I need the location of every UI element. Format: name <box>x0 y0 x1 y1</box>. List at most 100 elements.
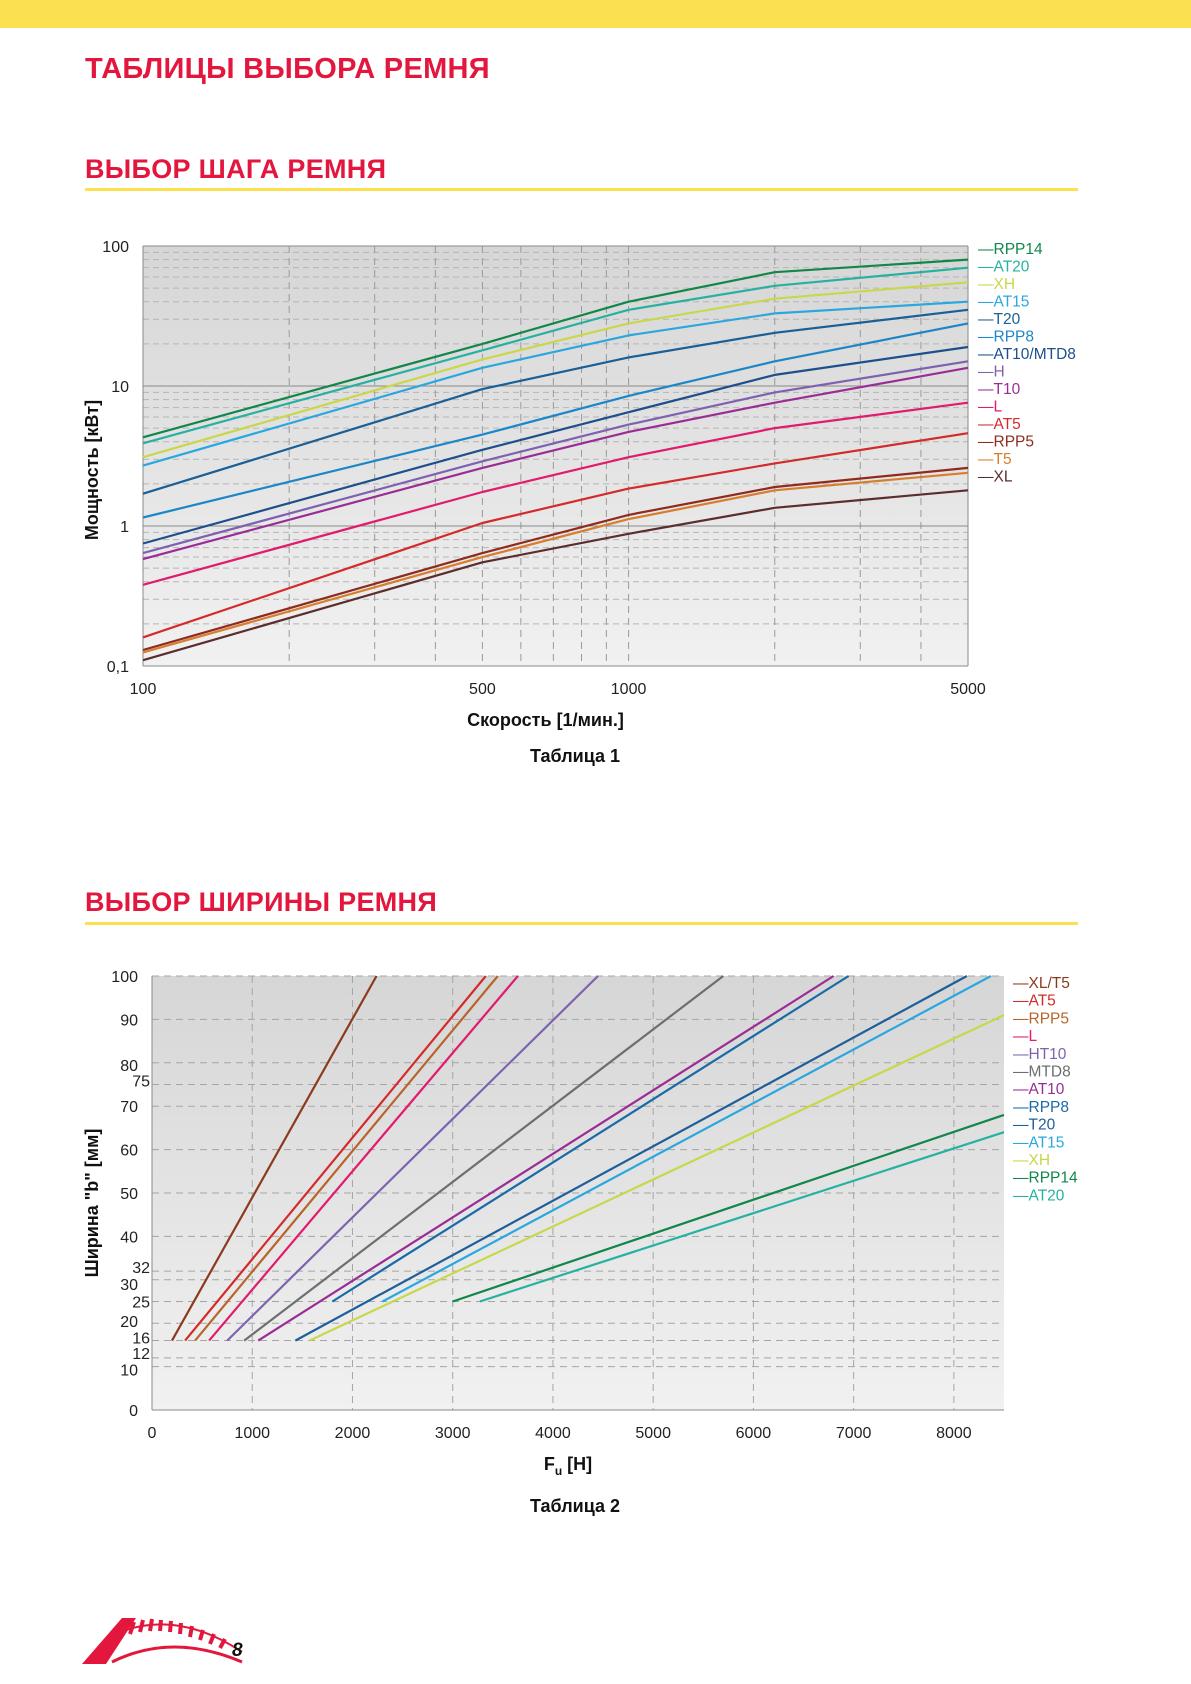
legend-entry: —AT15 <box>978 294 1029 311</box>
y-tick-label: 80 <box>120 1058 138 1075</box>
brand-logo-icon <box>82 1618 243 1664</box>
x-tick-label: 1000 <box>234 1425 270 1442</box>
x-tick-label: 500 <box>469 681 496 698</box>
legend-entry: —AT5 <box>1013 993 1056 1010</box>
x-axis-title: Скорость [1/мин.] <box>467 710 624 730</box>
legend-entry: —RPP5 <box>1013 1010 1069 1027</box>
series-line-l <box>142 401 969 586</box>
y-tick-label: 30 <box>120 1277 138 1294</box>
legend-entry: —AT10 <box>1013 1081 1065 1098</box>
y-tick-label: 25 <box>132 1295 150 1312</box>
series-line-at5 <box>184 975 487 1342</box>
series-line-at15 <box>142 300 969 467</box>
series-line-t5 <box>142 471 969 654</box>
legend-entry: —XH <box>978 276 1015 293</box>
y-tick-label: 50 <box>120 1186 138 1203</box>
x-axis-title-unit: [H] <box>562 1454 592 1474</box>
y-tick-label: 12 <box>132 1346 150 1363</box>
series-line-rpp14 <box>452 1113 1005 1303</box>
legend-entry: —HT10 <box>1013 1046 1067 1063</box>
legend-entry: —T20 <box>1013 1117 1056 1134</box>
section-title-pitch: ВЫБОР ШАГА РЕМНЯ <box>85 154 387 184</box>
x-tick-label: 3000 <box>435 1425 471 1442</box>
legend-entry: —XL <box>978 469 1013 486</box>
section-title-width: ВЫБОР ШИРИНЫ РЕМНЯ <box>85 887 438 917</box>
legend-entry: —T20 <box>978 311 1021 328</box>
section-divider-2 <box>85 922 1078 925</box>
series-line-rpp5 <box>194 975 499 1342</box>
legend-entry: —MTD8 <box>1013 1064 1071 1081</box>
y-tick-label: 40 <box>120 1229 138 1246</box>
legend-entry: —T10 <box>978 381 1021 398</box>
x-tick-label: 5000 <box>950 681 986 698</box>
y-tick-label: 32 <box>132 1260 150 1277</box>
series-line-rpp8 <box>331 975 850 1303</box>
x-tick-label: 0 <box>148 1425 157 1442</box>
table-2-caption: Таблица 2 <box>530 1496 621 1516</box>
legend-entry: —XH <box>1013 1152 1050 1169</box>
series-line-t20 <box>294 975 968 1342</box>
series-line-t20 <box>142 308 969 495</box>
y-tick-label: 60 <box>120 1143 138 1160</box>
y-tick-label: 0,1 <box>107 659 129 676</box>
top-color-band <box>0 0 1191 28</box>
y-tick-label: 70 <box>120 1099 138 1116</box>
y-axis-title: Мощность [кВт] <box>82 400 102 540</box>
y-tick-label: 20 <box>120 1314 138 1331</box>
legend-entry: —L <box>978 399 1003 416</box>
x-tick-label: 5000 <box>635 1425 671 1442</box>
series-line-at20 <box>142 266 969 445</box>
series-line-ht10 <box>226 975 599 1342</box>
legend-entry: —XL/T5 <box>1013 975 1070 992</box>
x-tick-label: 2000 <box>335 1425 371 1442</box>
legend-entry: —AT20 <box>1013 1187 1065 1204</box>
legend-entry: —RPP5 <box>978 434 1034 451</box>
x-tick-label: 100 <box>130 681 157 698</box>
x-axis-title-sub: u <box>555 1464 562 1478</box>
y-tick-label: 100 <box>111 969 138 986</box>
x-axis-title-main: F <box>544 1454 555 1474</box>
series-line-xh <box>142 281 969 459</box>
series-line-at20 <box>479 1131 1005 1303</box>
series-line-at15 <box>381 975 992 1303</box>
page-number: 8 <box>232 1640 243 1661</box>
legend-entry: —L <box>1013 1028 1038 1045</box>
legend-entry: —AT10/MTD8 <box>978 346 1076 363</box>
legend-entry: —T5 <box>978 451 1012 468</box>
x-tick-label: 4000 <box>535 1425 571 1442</box>
y-tick-label: 10 <box>111 379 129 396</box>
legend-entry: —RPP14 <box>978 241 1043 258</box>
y-tick-label: 10 <box>120 1363 138 1380</box>
x-tick-label: 1000 <box>611 681 647 698</box>
plot-area <box>143 246 968 666</box>
pitch-selection-chart: 0,1 1 10 100 100 500 1000 5000 Скорость [1/мин.]… <box>82 239 1076 730</box>
y-tick-label: 16 <box>132 1331 150 1348</box>
series-line-xh <box>308 1014 1005 1342</box>
legend-entry: —RPP8 <box>978 329 1034 346</box>
y-tick-label: 1 <box>120 519 129 536</box>
legend-entry: —AT20 <box>978 259 1030 276</box>
x-axis-title: Fu [H] <box>544 1454 592 1478</box>
legend-entry: —AT15 <box>1013 1134 1064 1151</box>
series-line-rpp14 <box>142 258 969 439</box>
y-tick-label: 0 <box>129 1403 138 1420</box>
y-tick-label: 75 <box>132 1074 150 1091</box>
series-line-l <box>208 975 519 1342</box>
series-line-at5 <box>142 432 969 639</box>
series-line-at10-mtd8 <box>142 345 969 545</box>
series-line-mtd8 <box>243 975 724 1342</box>
legend-entry: —AT5 <box>978 416 1021 433</box>
x-tick-label: 7000 <box>836 1425 872 1442</box>
page-title: ТАБЛИЦЫ ВЫБОРА РЕМНЯ <box>85 53 490 85</box>
x-tick-label: 8000 <box>936 1425 972 1442</box>
series-line-xl-t5 <box>171 975 378 1342</box>
legend-entry: —RPP8 <box>1013 1099 1069 1116</box>
series-line-at10 <box>257 975 835 1342</box>
legend-entry: —H <box>978 364 1005 381</box>
y-tick-label: 100 <box>102 239 129 256</box>
y-tick-label: 90 <box>120 1012 138 1029</box>
series-line-t10 <box>142 366 969 561</box>
series-line-rpp8 <box>142 322 969 519</box>
section-divider-1 <box>85 188 1078 191</box>
